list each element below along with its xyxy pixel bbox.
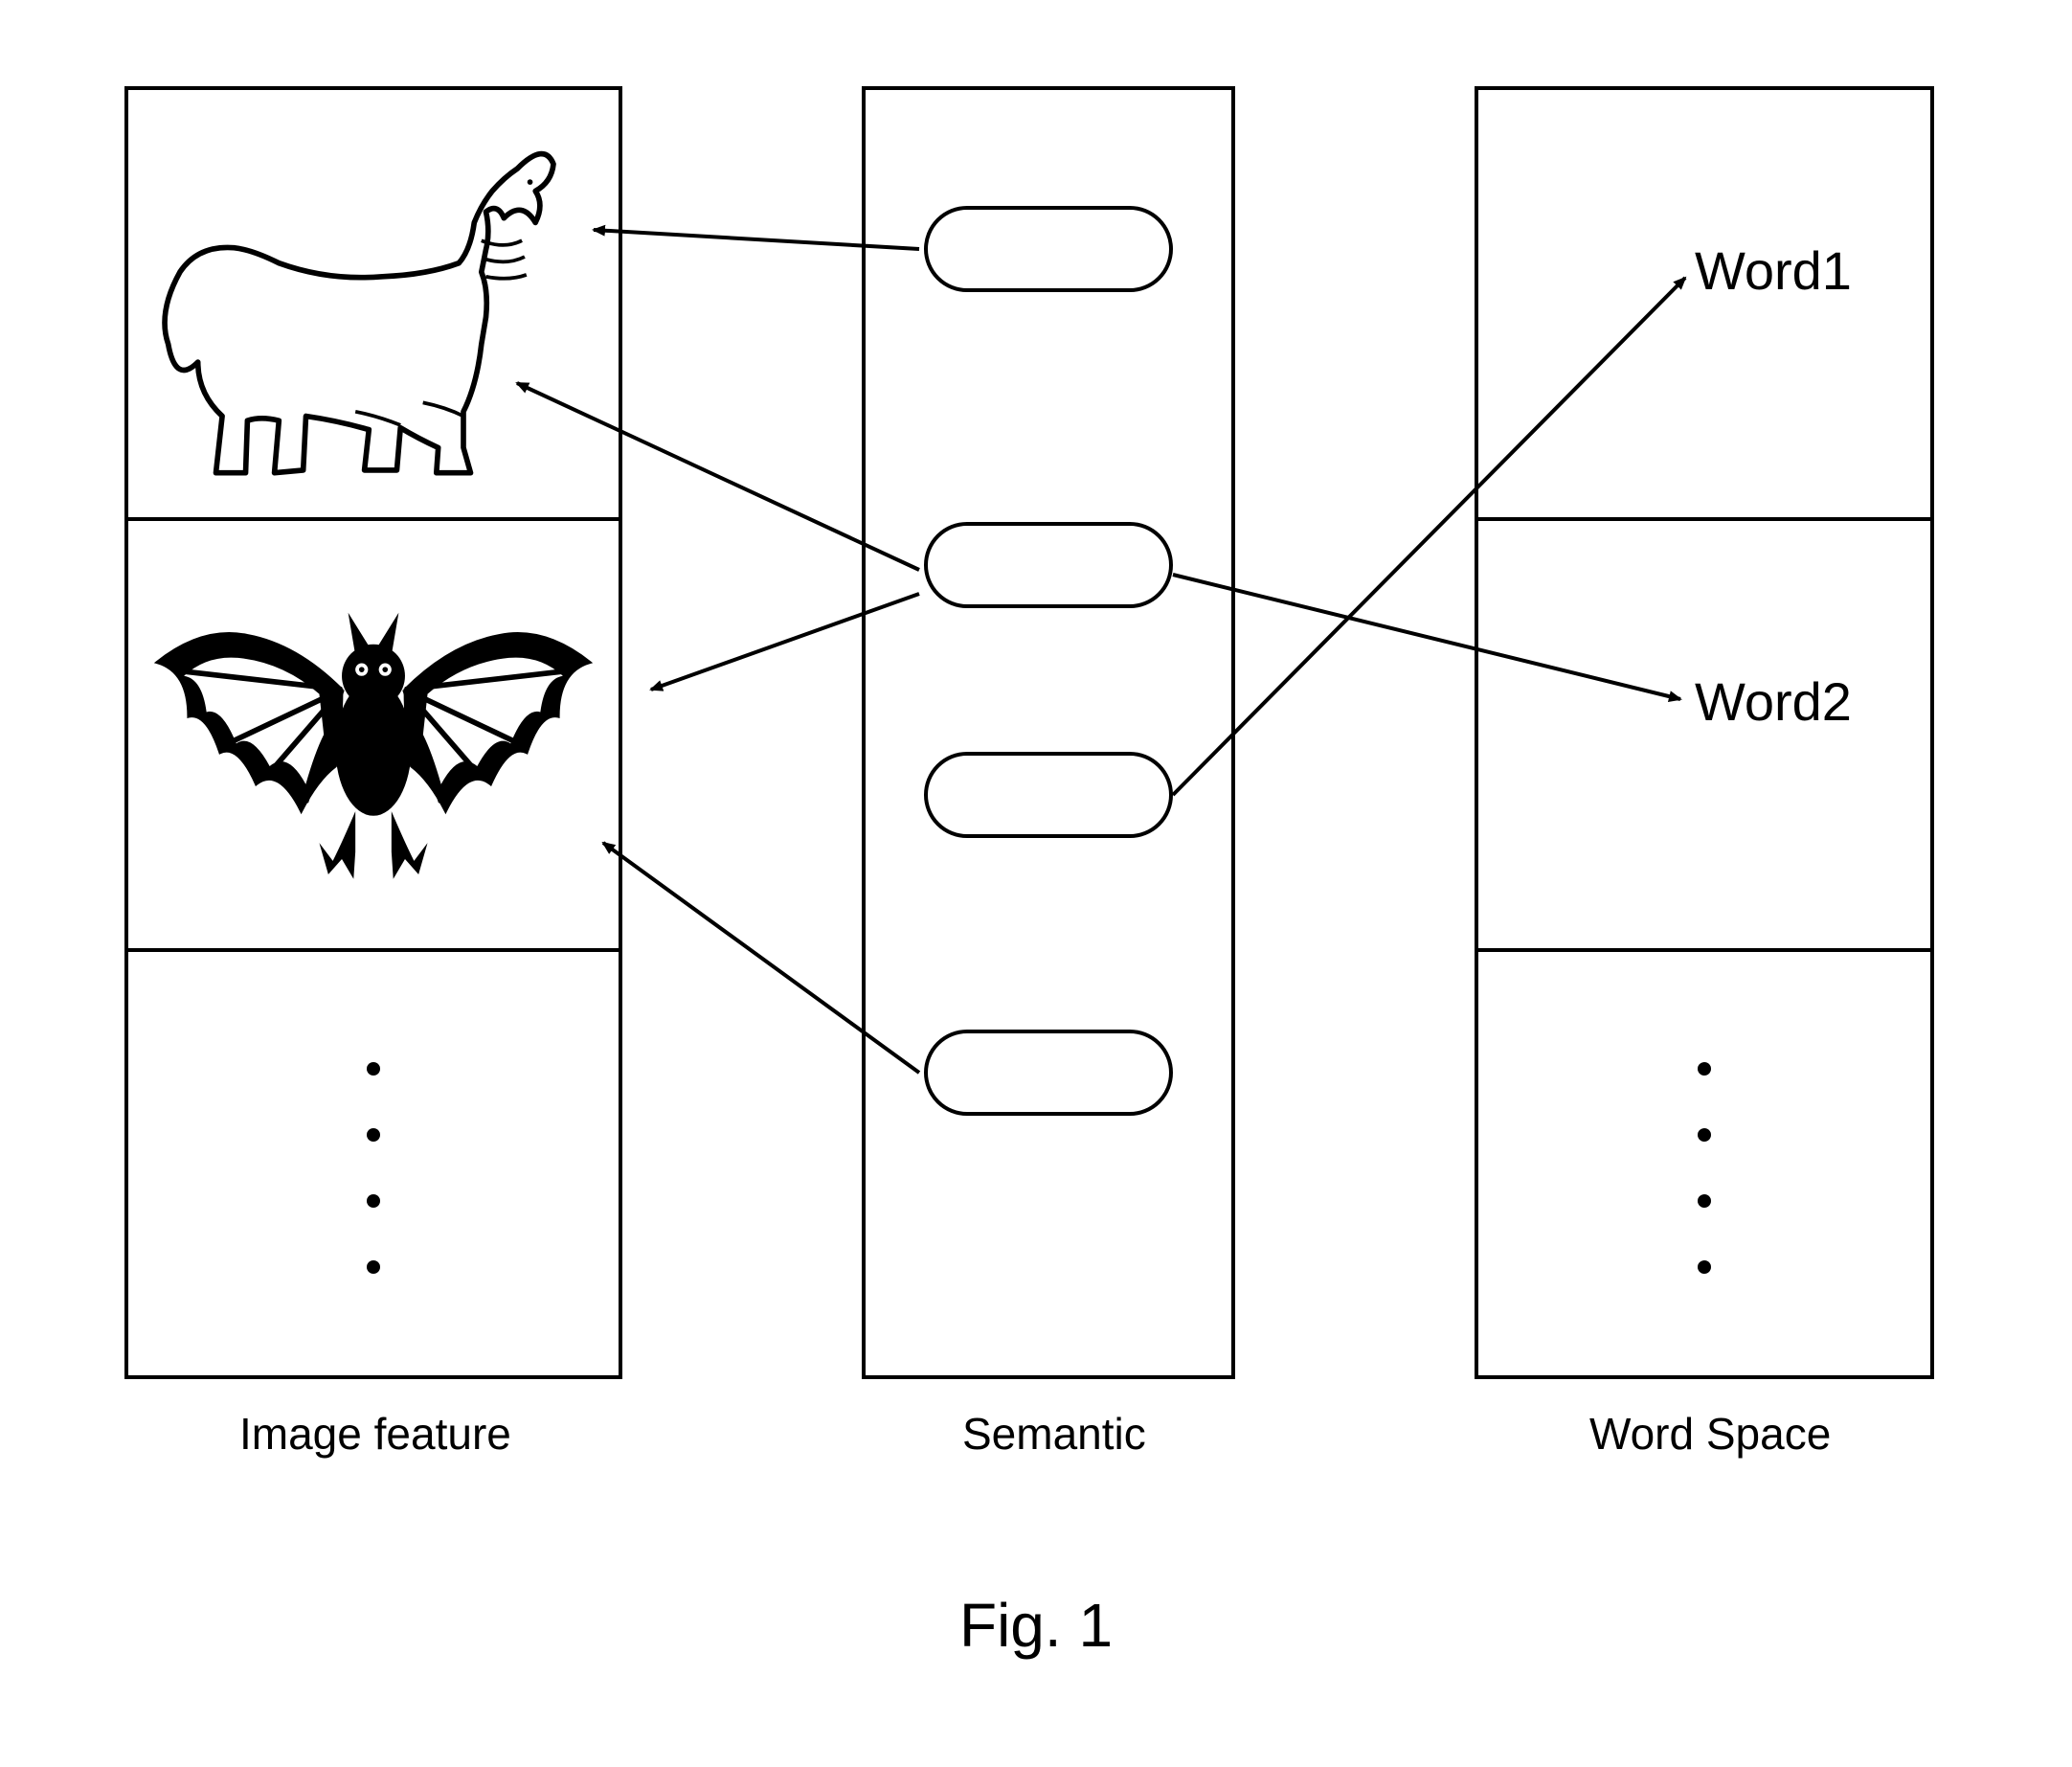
word-cell-2: [1478, 521, 1930, 952]
image-cell-bat: [128, 521, 619, 952]
semantic-node-3: [924, 752, 1173, 838]
word-space-label: Word Space: [1589, 1408, 1831, 1460]
image-cell-wolf: [128, 90, 619, 521]
image-feature-column: [124, 86, 622, 1379]
image-feature-label: Image feature: [239, 1408, 511, 1460]
vertical-ellipsis-icon: [367, 1062, 380, 1274]
figure-caption: Fig. 1: [0, 1590, 2072, 1661]
semantic-node-2: [924, 522, 1173, 608]
figure-canvas: Image feature Semantic Word1 Word2 Word …: [0, 0, 2072, 1767]
semantic-node-4: [924, 1030, 1173, 1116]
image-cell-ellipsis: [128, 952, 619, 1383]
semantic-label: Semantic: [962, 1408, 1146, 1460]
vertical-ellipsis-icon: [1698, 1062, 1711, 1274]
wolf-icon: [148, 112, 598, 495]
word2-text: Word2: [1695, 670, 1852, 733]
word-cell-ellipsis: [1478, 952, 1930, 1383]
word-cell-1: [1478, 90, 1930, 521]
semantic-node-1: [924, 206, 1173, 292]
word1-text: Word1: [1695, 239, 1852, 302]
bat-icon: [139, 562, 608, 907]
